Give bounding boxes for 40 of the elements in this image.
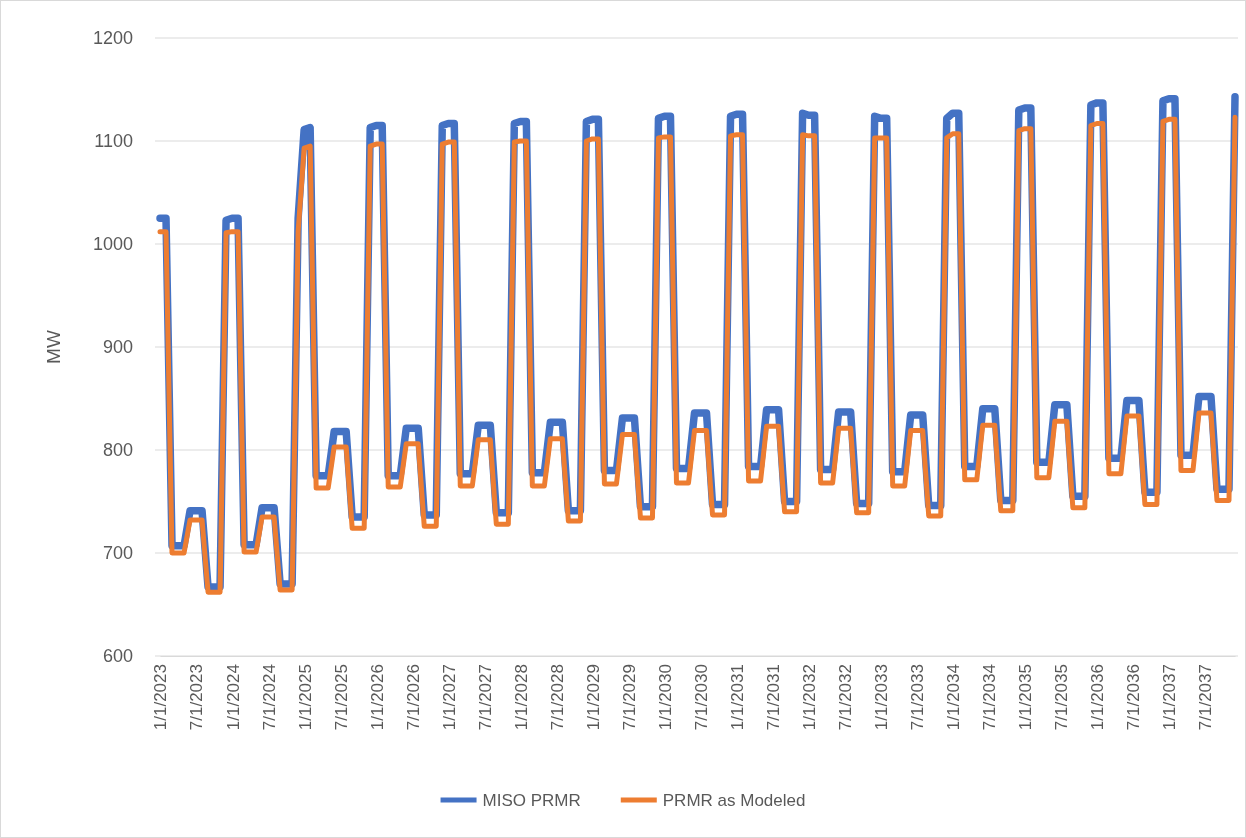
- x-tick-label: 1/1/2025: [295, 664, 315, 731]
- x-tick-label: 1/1/2026: [367, 664, 387, 731]
- legend-label: MISO PRMR: [482, 790, 581, 810]
- x-tick-label: 1/1/2029: [583, 664, 603, 731]
- x-tick-label: 1/1/2024: [223, 664, 243, 731]
- y-tick-label: 1100: [94, 131, 133, 152]
- x-tick-label: 1/1/2027: [439, 664, 459, 731]
- x-tick-label: 7/1/2033: [908, 664, 928, 731]
- y-tick-label: 600: [102, 646, 133, 667]
- y-tick-label: 900: [102, 337, 133, 358]
- x-tick-label: 7/1/2030: [691, 664, 711, 731]
- y-tick-label: 800: [102, 440, 133, 461]
- x-tick-label: 7/1/2024: [259, 664, 279, 731]
- y-tick-label: 1200: [92, 28, 133, 49]
- x-tick-label: 7/1/2031: [764, 664, 784, 731]
- x-tick-label: 1/1/2037: [1160, 664, 1180, 731]
- x-tick-label: 7/1/2025: [331, 664, 351, 731]
- x-tick-label: 7/1/2026: [403, 664, 423, 731]
- y-axis-title: MW: [43, 330, 64, 364]
- x-tick-label: 7/1/2029: [619, 664, 639, 731]
- legend-label: PRMR as Modeled: [662, 790, 806, 810]
- x-tick-label: 7/1/2032: [836, 664, 856, 731]
- x-tick-label: 7/1/2036: [1124, 664, 1144, 731]
- x-tick-label: 1/1/2030: [655, 664, 675, 731]
- y-tick-label: 1000: [92, 234, 133, 255]
- x-tick-label: 7/1/2034: [980, 664, 1000, 731]
- x-tick-label: 1/1/2034: [944, 664, 964, 731]
- x-tick-label: 1/1/2028: [511, 664, 531, 731]
- x-tick-label: 1/1/2036: [1088, 664, 1108, 731]
- x-tick-label: 1/1/2035: [1016, 664, 1036, 731]
- x-tick-label: 7/1/2023: [187, 664, 207, 731]
- x-tick-label: 1/1/2032: [800, 664, 820, 731]
- x-tick-label: 7/1/2027: [475, 664, 495, 731]
- x-tick-label: 1/1/2033: [872, 664, 892, 731]
- x-tick-label: 7/1/2037: [1196, 664, 1216, 731]
- x-tick-label: 7/1/2035: [1052, 664, 1072, 731]
- y-tick-label: 700: [102, 543, 133, 564]
- x-tick-label: 1/1/2031: [727, 664, 747, 731]
- x-tick-label: 7/1/2028: [547, 664, 567, 731]
- x-tick-label: 1/1/2023: [151, 664, 171, 731]
